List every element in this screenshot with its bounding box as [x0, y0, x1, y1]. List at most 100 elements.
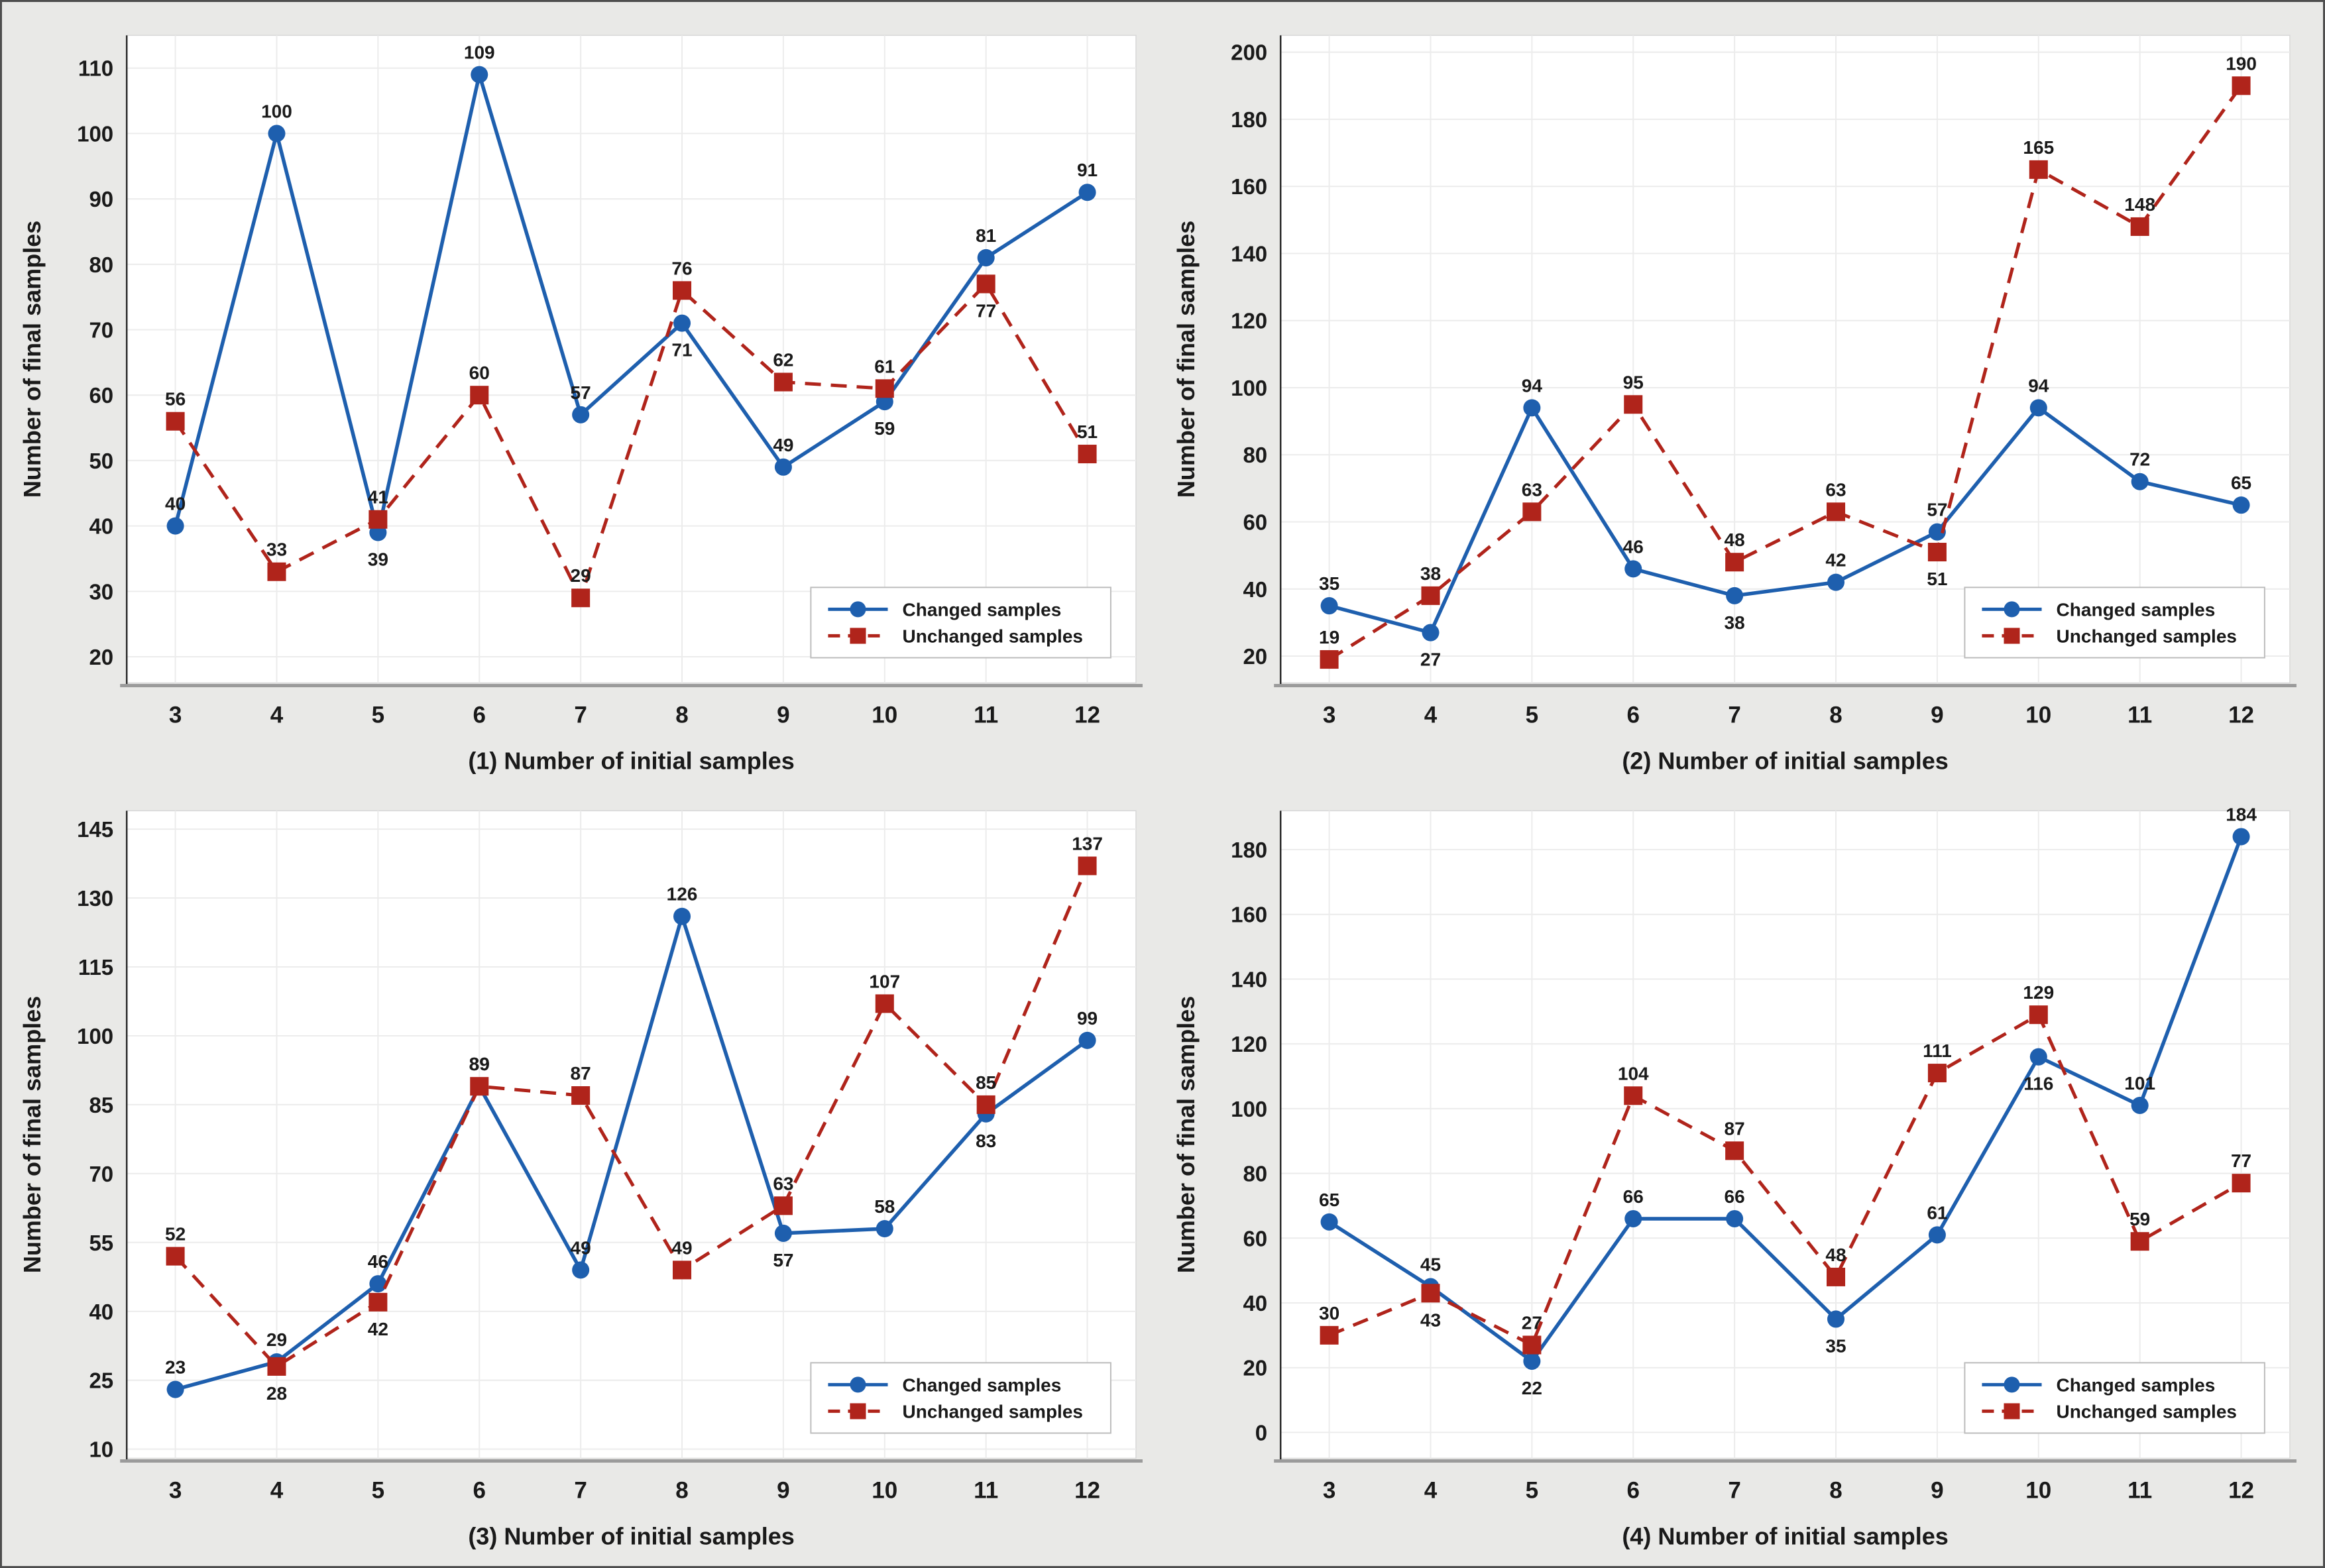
data-point-label: 58: [874, 1196, 895, 1217]
x-tick-label: 3: [1323, 1478, 1335, 1504]
legend-label: Unchanged samples: [903, 626, 1083, 646]
data-point-label: 29: [571, 565, 591, 586]
x-axis-title: (4) Number of initial samples: [1622, 1523, 1949, 1550]
x-tick-label: 12: [1074, 702, 1100, 728]
x-tick-label: 11: [974, 702, 998, 728]
data-point-label: 111: [1923, 1040, 1952, 1061]
data-point-marker-circle: [673, 314, 691, 332]
y-tick-label: 70: [89, 318, 113, 343]
data-point-label: 42: [1825, 550, 1846, 571]
data-point-marker-circle: [268, 125, 286, 142]
data-point-marker-square: [166, 1247, 185, 1266]
x-tick-label: 10: [872, 702, 897, 728]
y-tick-label: 60: [89, 383, 113, 408]
data-point-label: 77: [2231, 1150, 2251, 1171]
data-point-marker-square: [976, 274, 995, 294]
y-tick-label: 160: [1231, 903, 1267, 927]
x-tick-label: 4: [1424, 702, 1438, 728]
data-point-label: 184: [2226, 804, 2257, 824]
data-point-marker-circle: [369, 1275, 387, 1293]
data-point-label: 72: [2129, 449, 2150, 470]
data-point-marker-circle: [572, 1261, 590, 1279]
y-axis-title: Number of final samples: [19, 996, 46, 1273]
y-tick-label: 70: [89, 1162, 113, 1186]
chart-panel-1: 20 30 40 50 60 70 80 90 100 110 3 4 5 6 7 8 9 10 11 12 Numbe…: [9, 9, 1162, 784]
data-point-marker-circle: [166, 517, 184, 535]
x-tick-label: 7: [1728, 702, 1740, 728]
data-point-marker-circle: [876, 1219, 893, 1238]
data-point-label: 41: [368, 487, 388, 508]
data-point-marker-square: [1421, 586, 1440, 605]
data-point-marker-square: [1078, 445, 1097, 464]
data-point-label: 42: [368, 1319, 388, 1339]
x-tick-label: 9: [777, 702, 789, 728]
x-tick-label: 8: [1829, 702, 1842, 728]
data-point-marker-circle: [1827, 1310, 1845, 1328]
x-tick-label: 7: [574, 702, 587, 728]
data-point-marker-circle: [1827, 573, 1845, 591]
y-tick-label: 145: [77, 817, 113, 842]
data-point-label: 56: [165, 389, 186, 410]
y-tick-label: 200: [1231, 40, 1267, 65]
data-point-label: 83: [976, 1131, 996, 1151]
data-point-label: 19: [1319, 627, 1339, 647]
y-tick-label: 85: [89, 1093, 113, 1117]
x-axis-title: (2) Number of initial samples: [1622, 748, 1949, 775]
x-tick-label: 4: [270, 1478, 284, 1504]
x-tick-label: 7: [1728, 1478, 1740, 1504]
legend-marker-square: [2004, 1403, 2020, 1420]
data-point-label: 100: [261, 101, 292, 121]
data-point-marker-circle: [1078, 184, 1096, 201]
chart-2: 20 40 60 80 100 120 140 160 180 200 3 4 5 6 7 8 9 10 11 12 N…: [1172, 34, 2297, 775]
x-tick-label: 5: [1526, 702, 1538, 728]
data-point-marker-square: [875, 994, 894, 1013]
y-tick-label: 130: [77, 886, 113, 911]
x-tick-label: 4: [270, 702, 284, 728]
legend-marker-square: [2004, 628, 2020, 644]
unchanged-samples-line: [1328, 84, 2243, 661]
y-tick-label: 110: [78, 56, 113, 81]
y-tick-label: 50: [89, 449, 113, 473]
data-point-label: 57: [773, 1250, 793, 1270]
data-point-label: 63: [1522, 479, 1542, 500]
data-point-marker-square: [2130, 1232, 2149, 1251]
y-tick-label: 40: [1243, 577, 1267, 602]
data-point-label: 94: [2028, 375, 2049, 396]
data-point-label: 190: [2226, 53, 2257, 74]
y-tick-label: 100: [77, 121, 113, 146]
legend-marker-circle: [850, 601, 866, 618]
data-point-marker-square: [1725, 1141, 1744, 1160]
x-tick-label: 9: [1931, 1478, 1943, 1504]
y-tick-label: 180: [1231, 107, 1267, 132]
data-point-label: 29: [266, 1329, 287, 1350]
y-tick-label: 100: [1231, 376, 1267, 400]
y-tick-label: 30: [89, 579, 113, 604]
data-point-label: 49: [671, 1237, 692, 1258]
x-tick-label: 5: [372, 1478, 384, 1504]
legend-label: Changed samples: [2057, 1374, 2216, 1395]
data-point-marker-circle: [166, 1380, 184, 1398]
data-point-label: 109: [464, 42, 495, 63]
data-point-label: 59: [874, 418, 895, 439]
data-point-marker-square: [1827, 502, 1846, 522]
y-tick-label: 140: [1231, 967, 1267, 991]
data-point-marker-square: [571, 588, 591, 608]
y-tick-label: 100: [1231, 1097, 1267, 1121]
changed-samples-line: [173, 67, 1089, 533]
data-point-marker-square: [976, 1095, 995, 1114]
data-point-label: 81: [976, 225, 996, 246]
y-axis-title: Number of final samples: [19, 221, 46, 498]
data-point-label: 38: [1725, 612, 1745, 633]
data-point-marker-circle: [471, 66, 488, 84]
data-point-label: 99: [1077, 1008, 1098, 1029]
data-point-marker-square: [2232, 76, 2251, 95]
data-point-label: 63: [1825, 479, 1846, 500]
data-point-marker-square: [1927, 1064, 1947, 1083]
data-point-marker-square: [875, 379, 894, 398]
y-tick-label: 60: [1243, 510, 1267, 534]
data-point-label: 35: [1825, 1335, 1846, 1356]
legend-label: Changed samples: [903, 1374, 1062, 1395]
data-point-marker-circle: [2232, 496, 2250, 514]
data-point-marker-square: [1927, 543, 1947, 562]
